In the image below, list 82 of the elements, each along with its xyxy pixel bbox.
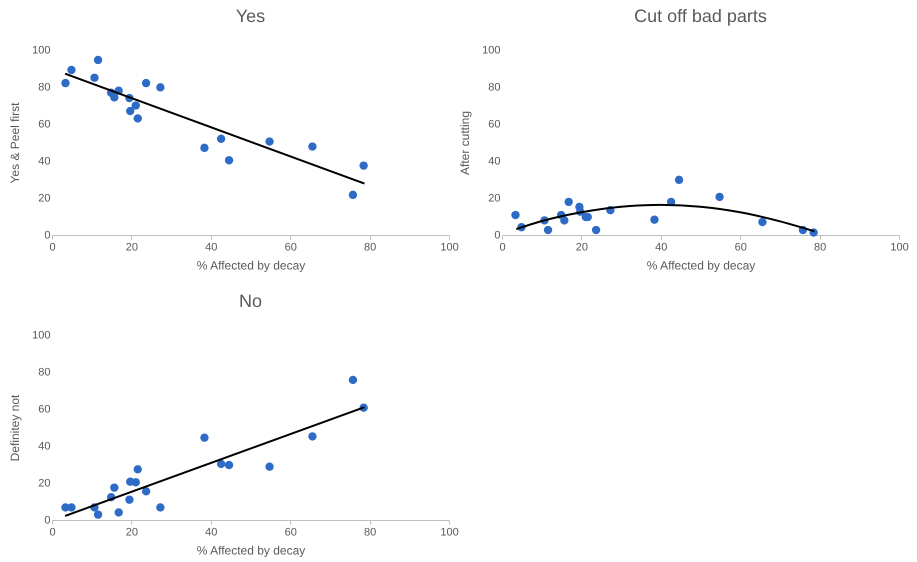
x-tick-label: 40 (205, 242, 218, 254)
x-tick-label: 60 (284, 242, 297, 254)
y-tick-label: 40 (38, 440, 50, 452)
point (758, 218, 767, 226)
y-tick-label: 0 (494, 230, 500, 242)
y-tick-label: 0 (44, 514, 50, 526)
y-tick-label: 100 (32, 330, 50, 342)
point (134, 114, 142, 123)
x-tick-label: 40 (655, 242, 668, 254)
point (650, 215, 659, 224)
point (90, 74, 99, 82)
point (308, 432, 317, 441)
point (265, 137, 274, 146)
chart-title: No (238, 291, 262, 311)
point (156, 83, 165, 92)
point (200, 144, 209, 152)
point (348, 190, 358, 200)
point (216, 460, 226, 468)
point (134, 465, 142, 474)
y-tick-label: 100 (32, 44, 50, 56)
y-tick-label: 80 (38, 366, 50, 378)
point (674, 176, 684, 184)
x-axis-title: % Affected by decay (196, 544, 306, 558)
point (560, 216, 569, 225)
y-axis-title: Yes & Peel first (8, 102, 22, 184)
point (67, 66, 76, 74)
y-tick-label: 0 (44, 230, 50, 242)
x-tick-label: 80 (364, 526, 376, 538)
y-tick-label: 40 (488, 156, 500, 168)
y-axis-title: Definitey not (8, 394, 22, 462)
point (114, 508, 123, 517)
point (224, 156, 234, 164)
x-tick-label: 20 (126, 242, 138, 254)
point (156, 503, 165, 512)
y-tick-label: 20 (38, 192, 50, 204)
point (132, 101, 140, 110)
point (94, 56, 102, 64)
x-tick-label: 80 (364, 242, 376, 254)
y-tick-label: 20 (488, 192, 500, 204)
point (142, 487, 150, 496)
x-tick-label: 100 (440, 526, 459, 538)
point (200, 434, 209, 442)
chart-title: Yes (236, 6, 266, 26)
point (142, 78, 150, 88)
point (715, 192, 724, 202)
point (348, 376, 358, 384)
point (511, 210, 520, 220)
point (265, 462, 274, 471)
y-tick-label: 60 (488, 118, 500, 130)
point (132, 478, 140, 486)
x-axis-title: % Affected by decay (646, 258, 756, 272)
point (216, 134, 226, 143)
point (126, 106, 134, 116)
x-tick-label: 80 (814, 242, 826, 254)
x-tick-label: 20 (576, 242, 588, 254)
y-tick-label: 20 (38, 478, 50, 490)
point (564, 198, 573, 206)
point (359, 161, 368, 170)
x-tick-label: 100 (890, 242, 909, 254)
point (94, 510, 102, 519)
x-tick-label: 40 (205, 526, 218, 538)
point (308, 142, 317, 151)
x-tick-label: 60 (284, 526, 297, 538)
y-tick-label: 40 (38, 156, 50, 168)
point (110, 483, 119, 492)
x-axis-title: % Affected by decay (196, 258, 306, 272)
y-tick-label: 60 (38, 404, 50, 416)
y-tick-label: 80 (488, 82, 500, 94)
point (61, 78, 70, 88)
x-tick-label: 20 (126, 526, 138, 538)
point (544, 226, 552, 234)
chart-title: Cut off bad parts (634, 6, 767, 26)
x-tick-label: 100 (440, 242, 459, 254)
point (592, 226, 600, 234)
point (125, 495, 134, 504)
y-axis-title: After cutting (458, 110, 472, 176)
y-tick-label: 100 (482, 44, 500, 56)
x-tick-label: 60 (734, 242, 747, 254)
y-tick-label: 60 (38, 118, 50, 130)
point (224, 460, 234, 470)
y-tick-label: 80 (38, 82, 50, 94)
point (110, 93, 119, 102)
